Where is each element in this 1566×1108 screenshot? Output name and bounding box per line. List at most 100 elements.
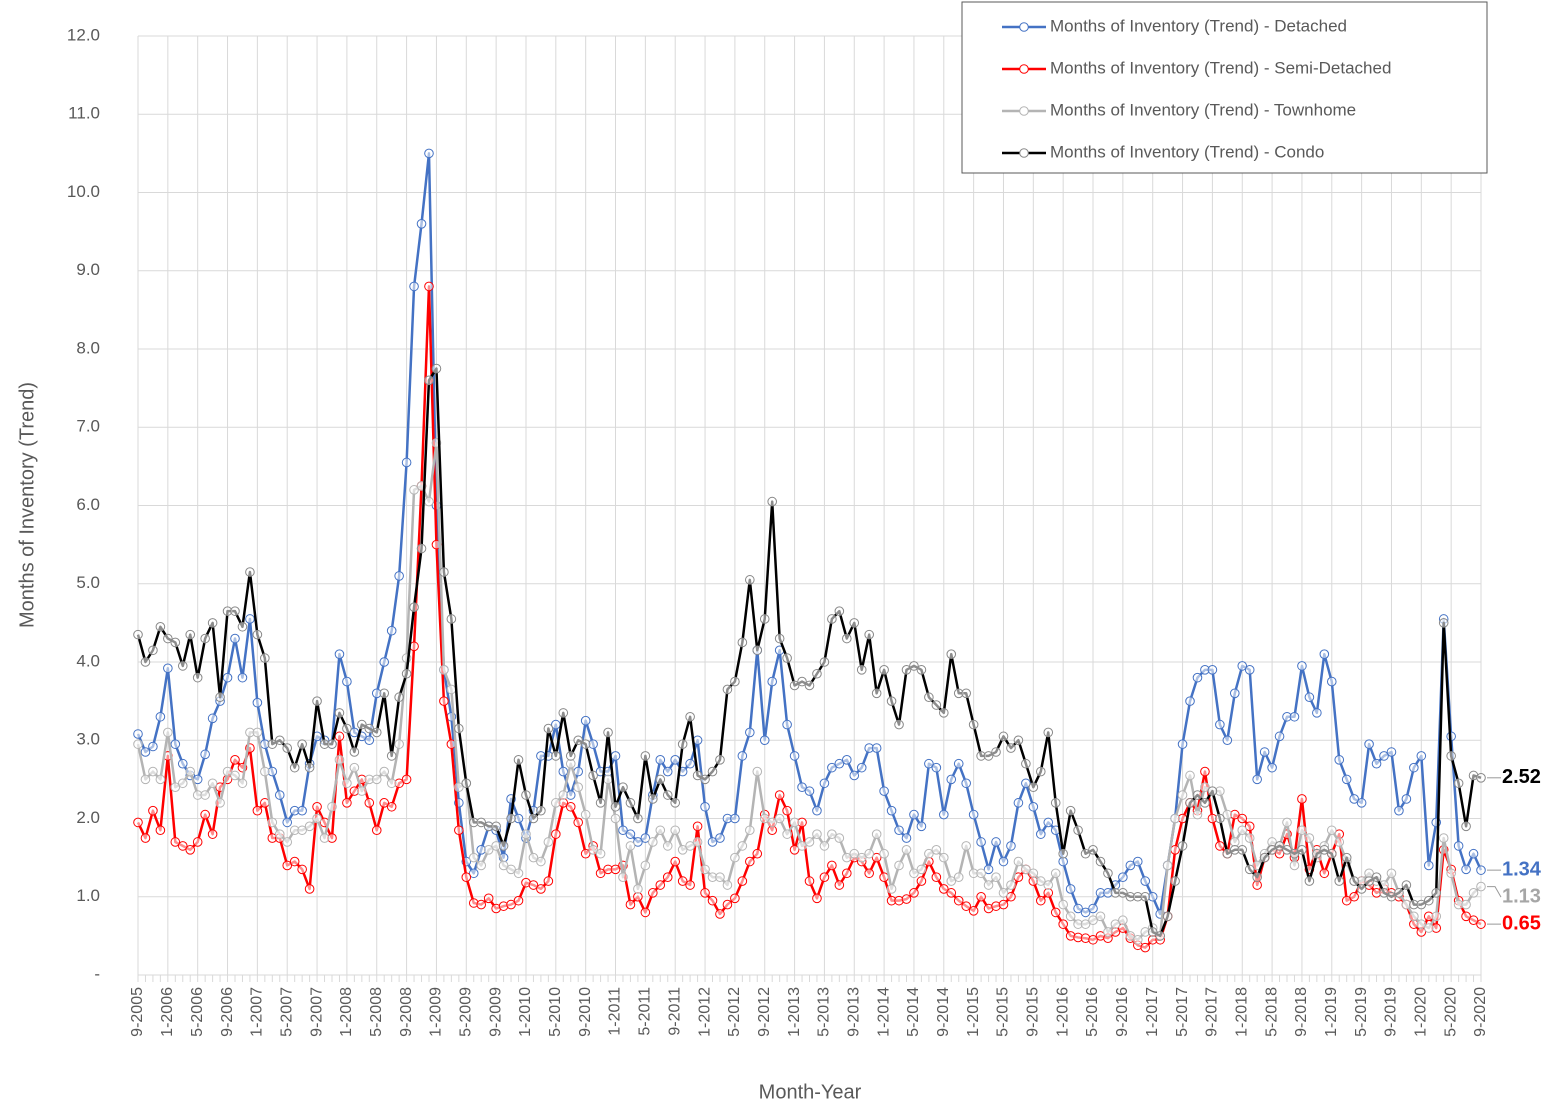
data-point — [1043, 880, 1054, 890]
data-point — [625, 829, 636, 839]
data-point — [386, 778, 397, 789]
data-point — [230, 633, 240, 644]
data-point — [886, 884, 897, 894]
data-point — [745, 825, 755, 836]
data-point — [782, 805, 792, 816]
x-tick-label: 5-2018 — [1263, 987, 1280, 1037]
data-point — [289, 762, 300, 773]
data-point — [685, 880, 695, 890]
data-point — [1244, 864, 1255, 875]
data-point — [1073, 903, 1083, 914]
data-point — [655, 825, 666, 836]
data-point — [909, 809, 919, 820]
y-tick-label: 3.0 — [76, 730, 100, 749]
data-point — [230, 755, 240, 765]
data-point — [1088, 934, 1098, 945]
data-point — [991, 747, 1001, 757]
data-point — [334, 755, 345, 765]
data-point — [1326, 825, 1337, 836]
data-point — [1021, 778, 1031, 789]
data-point — [1013, 735, 1024, 746]
data-point — [476, 817, 487, 828]
data-point — [707, 837, 718, 847]
data-point — [304, 762, 315, 773]
data-point — [1170, 876, 1180, 886]
data-point — [237, 621, 248, 632]
x-tick-label: 1-2015 — [965, 987, 982, 1037]
data-point — [759, 614, 770, 624]
data-point — [1185, 770, 1195, 781]
data-point — [998, 888, 1009, 898]
data-point — [1409, 911, 1419, 922]
data-point — [1453, 841, 1464, 851]
data-point — [842, 852, 852, 863]
data-point — [976, 891, 986, 902]
data-point — [819, 872, 830, 882]
data-point — [1050, 907, 1061, 918]
data-point — [618, 825, 628, 836]
data-point — [200, 790, 210, 800]
data-point — [185, 629, 196, 640]
data-point — [1215, 841, 1225, 851]
data-point — [1438, 618, 1449, 628]
data-point — [207, 618, 218, 628]
data-point — [1252, 880, 1262, 890]
data-point — [312, 801, 322, 812]
data-point — [536, 884, 546, 894]
data-point — [819, 778, 830, 789]
data-point — [595, 798, 606, 808]
data-point — [1095, 911, 1106, 922]
data-point — [939, 852, 949, 863]
data-point — [513, 868, 524, 879]
data-point — [394, 739, 404, 749]
data-point — [759, 813, 770, 824]
data-point — [976, 868, 986, 879]
x-tick-label: 5-2010 — [547, 987, 564, 1037]
x-tick-label: 5-2014 — [905, 987, 922, 1037]
data-point — [1125, 860, 1136, 871]
data-point — [804, 786, 815, 796]
data-point — [804, 680, 815, 691]
data-point — [230, 770, 240, 781]
data-point — [968, 809, 979, 820]
data-point — [692, 821, 703, 832]
data-point — [483, 893, 494, 904]
x-tick-label: 1-2020 — [1413, 987, 1430, 1037]
data-point — [1386, 747, 1397, 757]
data-point — [207, 713, 218, 724]
data-point — [939, 884, 949, 894]
data-point — [640, 833, 651, 843]
data-point — [1118, 915, 1128, 926]
data-point — [1394, 888, 1404, 898]
data-point — [745, 575, 755, 585]
data-point — [245, 614, 255, 624]
data-point — [1006, 743, 1016, 753]
data-point — [573, 817, 584, 828]
data-point — [424, 281, 434, 292]
data-point — [916, 864, 927, 875]
data-point — [1222, 809, 1233, 820]
data-point — [215, 692, 225, 703]
data-point — [155, 825, 166, 836]
data-point — [424, 148, 434, 159]
data-point — [603, 774, 613, 785]
data-point — [774, 813, 785, 824]
data-point — [327, 739, 337, 749]
data-point — [588, 845, 598, 855]
data-point — [424, 496, 434, 507]
data-point — [953, 872, 964, 882]
data-point — [1185, 798, 1195, 808]
data-point — [625, 798, 636, 808]
data-point — [133, 817, 143, 828]
x-tick-label: 9-2019 — [1383, 987, 1400, 1037]
data-point — [849, 618, 860, 628]
x-tick-label: 1-2017 — [1144, 987, 1161, 1037]
data-point — [1334, 837, 1345, 847]
data-point — [536, 805, 546, 816]
data-point — [334, 708, 345, 718]
data-point — [670, 856, 681, 867]
data-point — [916, 821, 927, 832]
data-point — [789, 845, 800, 855]
data-point — [543, 723, 554, 734]
data-point — [1431, 911, 1442, 922]
